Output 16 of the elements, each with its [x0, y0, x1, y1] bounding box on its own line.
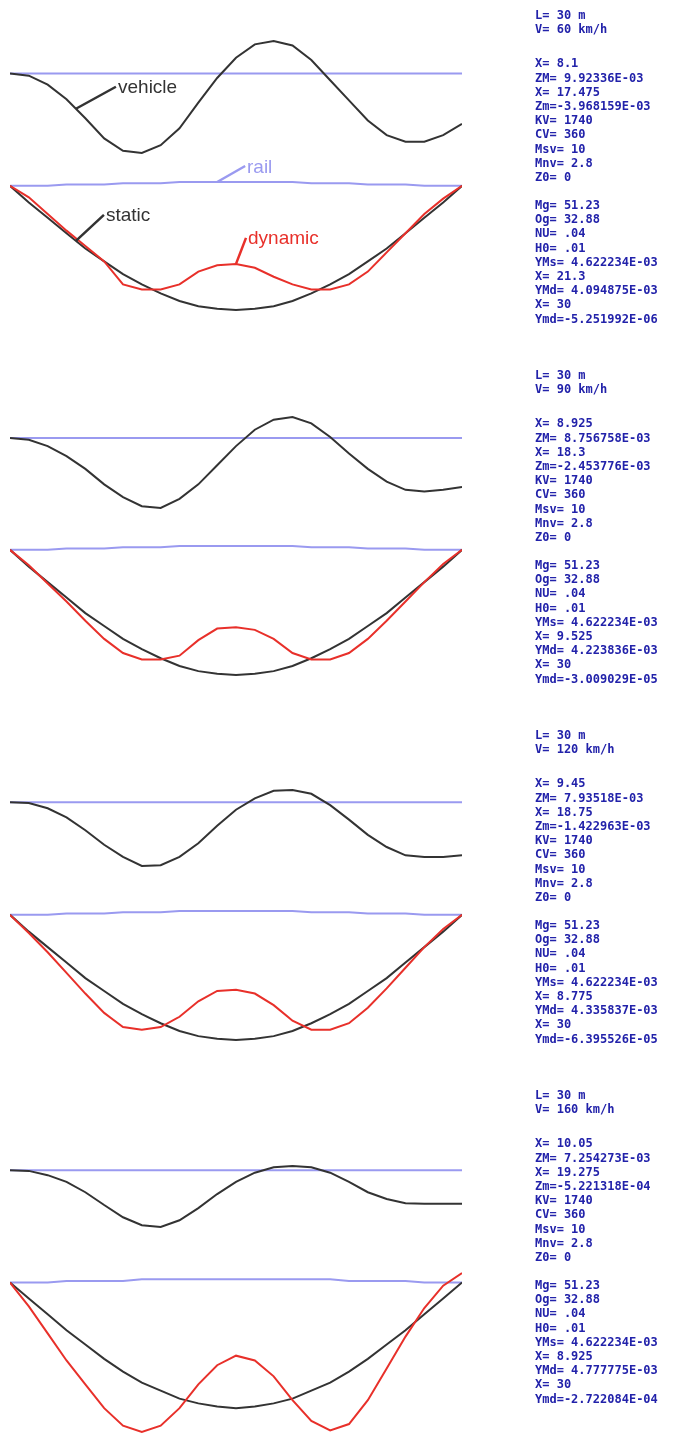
- legend-label: rail: [247, 156, 273, 177]
- text: Mg= 51.23 Og= 32.88 NU= .04 H0= .01 YMs= 4.622234E-03 X= 21.3 YMd= 4.094875E-03 X= 30 Ymd=-5.251992E-06: [535, 198, 658, 326]
- text: L= 30 m V= 60 km/h: [535, 8, 609, 37]
- text: X= 9.45 ZM= 7.93518E-03 X= 18.75 Zm=-1.422963E-03 KV= 1740 CV= 360 Msv= 10 Mnv= 2.8 Z0= 0: [535, 776, 651, 905]
- text: Mg= 51.23 Og= 32.88 NU= .04 H0= .01 YMs= 4.622234E-03 X= 8.925 YMd= 4.777775E-03 X= 30 Ymd=-2.722084E-04: [535, 1278, 658, 1406]
- text: Mg= 51.23 Og= 32.88 NU= .04 H0= .01 YMs= 4.622234E-03 X= 8.775 YMd= 4.335837E-03 X= 30 Ymd=-6.395526E-05: [535, 918, 658, 1046]
- text: L= 30 m V= 120 km/h: [535, 728, 616, 757]
- text: Mg= 51.23 Og= 32.88 NU= .04 H0= .01 YMs= 4.622234E-03 X= 9.525 YMd= 4.223836E-03 X= 30 Ymd=-3.009029E-05: [535, 558, 658, 686]
- text: X= 8.925 ZM= 8.756758E-03 X= 18.3 Zm=-2.453776E-03 KV= 1740 CV= 360 Msv= 10 Mnv= 2.8 Z0= 0: [535, 416, 651, 545]
- text: L= 30 m V= 90 km/h: [535, 368, 609, 397]
- series-label: static: [106, 204, 151, 225]
- legend-label: vehicle: [118, 76, 178, 97]
- text: X= 10.05 ZM= 7.254273E-03 X= 19.275 Zm=-5.221318E-04 KV= 1740 CV= 360 Msv= 10 Mnv= 2.8 Z0= 0: [535, 1136, 651, 1265]
- text: X= 8.1 ZM= 9.92336E-03 X= 17.475 Zm=-3.968159E-03 KV= 1740 CV= 360 Msv= 10 Mnv= 2.8 Z0= 0: [535, 56, 651, 185]
- series-label: dynamic: [248, 227, 319, 248]
- text: L= 30 m V= 160 km/h: [535, 1088, 616, 1117]
